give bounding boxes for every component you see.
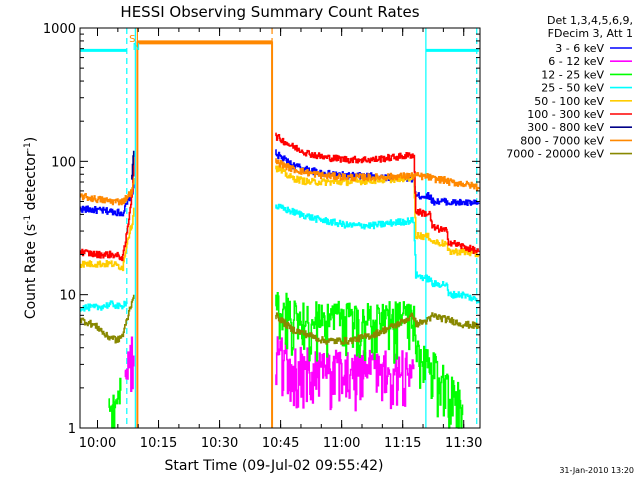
series-1-line-part-1 bbox=[79, 182, 135, 217]
x-tick-label-1015: 10:15 bbox=[140, 436, 177, 451]
series-2-line-part-1 bbox=[124, 336, 135, 392]
annotation-s: S bbox=[129, 34, 135, 45]
legend-header-line-1: Det 1,3,4,5,6,9, bbox=[547, 14, 633, 27]
series-8-line-part-1 bbox=[79, 178, 135, 206]
series-5-line-part-1 bbox=[79, 207, 135, 272]
plot-frame bbox=[79, 27, 481, 429]
series-8-line-part-2 bbox=[275, 158, 480, 191]
series-6-line-part-2 bbox=[275, 132, 480, 254]
y-axis-label: Count Rate (s-1 detector-1) bbox=[23, 137, 39, 319]
series-9-line-part-2 bbox=[275, 312, 480, 345]
x-tick-label-1000: 10:00 bbox=[79, 436, 116, 451]
plot-area: SN bbox=[79, 28, 480, 429]
x-tick-label-1045: 10:45 bbox=[262, 436, 299, 451]
x-tick-label-1030: 10:30 bbox=[201, 436, 238, 451]
x-axis-label: Start Time (09-Jul-02 09:55:42) bbox=[164, 458, 383, 474]
legend: Det 1,3,4,5,6,9, FDecim 3, Att 1 3 - 6 k… bbox=[506, 14, 633, 161]
y-tick-label-1: 1 bbox=[68, 422, 76, 437]
legend-label-3: 12 - 25 keV bbox=[541, 68, 604, 81]
legend-label-7: 300 - 800 keV bbox=[527, 121, 604, 134]
legend-label-4: 25 - 50 keV bbox=[541, 82, 604, 95]
legend-label-8: 800 - 7000 keV bbox=[520, 134, 604, 147]
attenuator-state-line bbox=[136, 41, 274, 428]
legend-label-1: 3 - 6 keV bbox=[555, 42, 604, 55]
series-4-line-part-2 bbox=[275, 203, 480, 304]
legend-label-9: 7000 - 20000 keV bbox=[506, 148, 604, 161]
legend-label-2: 6 - 12 keV bbox=[548, 55, 604, 68]
series-3-line-part-2 bbox=[275, 292, 464, 429]
series-7-line bbox=[131, 150, 135, 180]
y-tick-label-1000: 1000 bbox=[43, 22, 76, 37]
legend-label-5: 50 - 100 keV bbox=[534, 95, 604, 108]
y-tick-label-10: 10 bbox=[59, 289, 76, 304]
x-tick-label-1130: 11:30 bbox=[445, 436, 482, 451]
annotation-n: N bbox=[133, 42, 140, 53]
legend-header-line-2: FDecim 3, Att 1 bbox=[548, 27, 633, 40]
series-9-line-part-1 bbox=[79, 294, 135, 344]
series-2-line-part-2 bbox=[275, 336, 415, 412]
chart-title: HESSI Observing Summary Count Rates bbox=[120, 3, 419, 21]
series-3-line-part-1 bbox=[108, 377, 122, 429]
legend-label-6: 100 - 300 keV bbox=[527, 108, 604, 121]
x-tick-label-1100: 11:00 bbox=[323, 436, 360, 451]
y-tick-label-100: 100 bbox=[51, 155, 76, 170]
series-6-line-part-1 bbox=[79, 155, 135, 262]
series-4-line-part-1 bbox=[79, 300, 128, 312]
footer-timestamp: 31-Jan-2010 13:20 bbox=[559, 466, 634, 475]
x-tick-label-1115: 11:15 bbox=[384, 436, 421, 451]
axes: 1 10 100 1000 10:00 10:15 10:30 10:45 11:00 11:15… bbox=[43, 22, 483, 451]
